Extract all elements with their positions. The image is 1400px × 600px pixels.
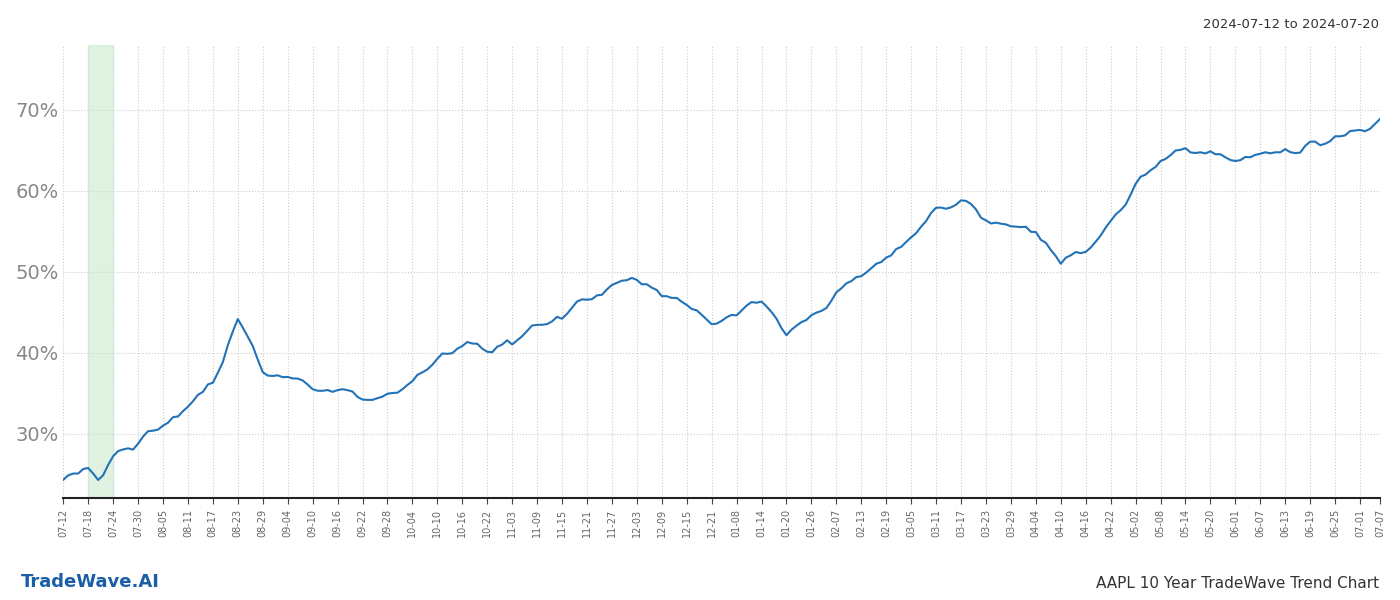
Text: AAPL 10 Year TradeWave Trend Chart: AAPL 10 Year TradeWave Trend Chart bbox=[1096, 576, 1379, 591]
Text: TradeWave.AI: TradeWave.AI bbox=[21, 573, 160, 591]
Bar bbox=[88, 45, 113, 499]
Text: 2024-07-12 to 2024-07-20: 2024-07-12 to 2024-07-20 bbox=[1203, 18, 1379, 31]
